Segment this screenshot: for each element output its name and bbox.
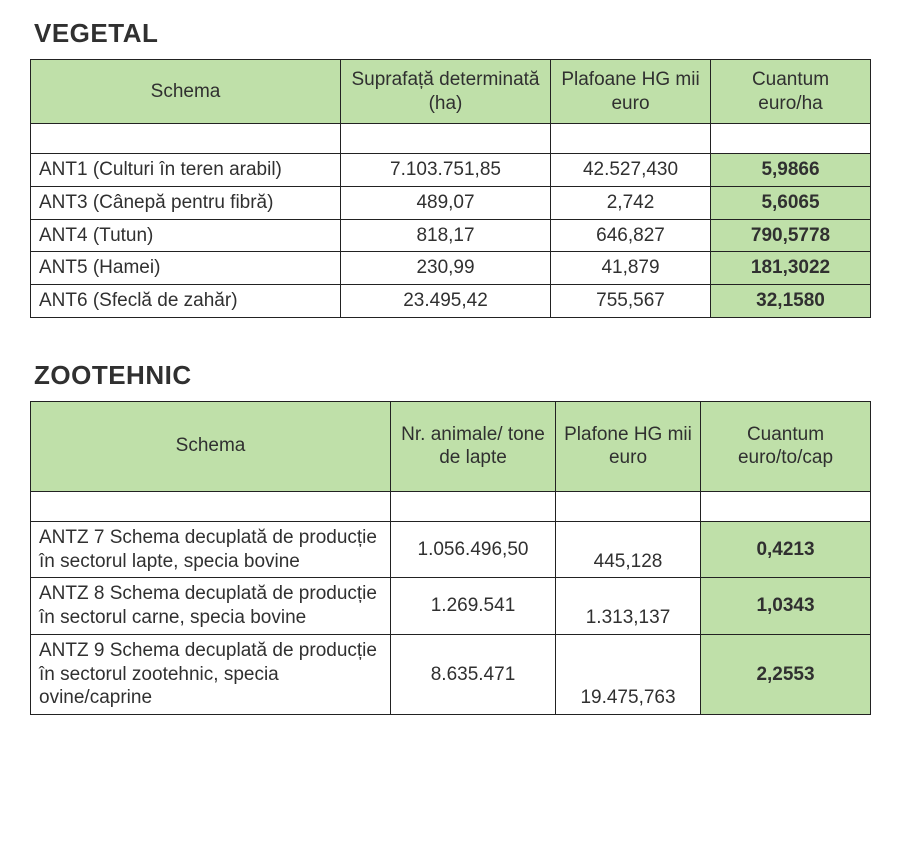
zootehnic-title: ZOOTEHNIC — [34, 360, 870, 391]
schema-cell: ANT6 (Sfeclă de zahăr) — [31, 285, 341, 318]
table-row: ANT6 (Sfeclă de zahăr)23.495,42755,56732… — [31, 285, 871, 318]
zootehnic-h2: Plafone HG mii euro — [556, 401, 701, 491]
cuantum-cell: 181,3022 — [711, 252, 871, 285]
table-row: ANT5 (Hamei)230,9941,879181,3022 — [31, 252, 871, 285]
zootehnic-spacer-row — [31, 491, 871, 521]
schema-cell: ANT1 (Culturi în teren arabil) — [31, 154, 341, 187]
vegetal-h1: Suprafață determinată (ha) — [341, 60, 551, 124]
value1-cell: 489,07 — [341, 186, 551, 219]
value2-cell: 41,879 — [551, 252, 711, 285]
table-row: ANTZ 9 Schema decuplată de producție în … — [31, 634, 871, 714]
table-row: ANT3 (Cânepă pentru fibră)489,072,7425,6… — [31, 186, 871, 219]
cuantum-cell: 32,1580 — [711, 285, 871, 318]
zootehnic-header-row: Schema Nr. animale/ tone de lapte Plafon… — [31, 401, 871, 491]
vegetal-h2: Plafoane HG mii euro — [551, 60, 711, 124]
cuantum-cell: 5,9866 — [711, 154, 871, 187]
schema-cell: ANT5 (Hamei) — [31, 252, 341, 285]
spacer-cell — [31, 124, 341, 154]
value2-cell: 19.475,763 — [556, 634, 701, 714]
spacer-cell — [711, 124, 871, 154]
vegetal-header-row: Schema Suprafață determinată (ha) Plafoa… — [31, 60, 871, 124]
cuantum-cell: 790,5778 — [711, 219, 871, 252]
value1-cell: 1.269.541 — [391, 578, 556, 635]
spacer-cell — [701, 491, 871, 521]
schema-cell: ANTZ 8 Schema decuplată de producție în … — [31, 578, 391, 635]
table-row: ANT1 (Culturi în teren arabil)7.103.751,… — [31, 154, 871, 187]
value1-cell: 23.495,42 — [341, 285, 551, 318]
schema-cell: ANT4 (Tutun) — [31, 219, 341, 252]
value1-cell: 7.103.751,85 — [341, 154, 551, 187]
spacer-cell — [31, 491, 391, 521]
table-row: ANTZ 7 Schema decuplată de producție în … — [31, 521, 871, 578]
table-row: ANTZ 8 Schema decuplată de producție în … — [31, 578, 871, 635]
zootehnic-h1: Nr. animale/ tone de lapte — [391, 401, 556, 491]
value2-cell: 42.527,430 — [551, 154, 711, 187]
spacer-cell — [391, 491, 556, 521]
table-row: ANT4 (Tutun)818,17646,827790,5778 — [31, 219, 871, 252]
cuantum-cell: 5,6065 — [711, 186, 871, 219]
cuantum-cell: 2,2553 — [701, 634, 871, 714]
zootehnic-table: Schema Nr. animale/ tone de lapte Plafon… — [30, 401, 871, 715]
zootehnic-h3: Cuantum euro/to/cap — [701, 401, 871, 491]
value2-cell: 2,742 — [551, 186, 711, 219]
cuantum-cell: 1,0343 — [701, 578, 871, 635]
value2-cell: 445,128 — [556, 521, 701, 578]
vegetal-spacer-row — [31, 124, 871, 154]
spacer-cell — [556, 491, 701, 521]
value2-cell: 1.313,137 — [556, 578, 701, 635]
value2-cell: 646,827 — [551, 219, 711, 252]
value1-cell: 8.635.471 — [391, 634, 556, 714]
zootehnic-h0: Schema — [31, 401, 391, 491]
value1-cell: 1.056.496,50 — [391, 521, 556, 578]
value1-cell: 818,17 — [341, 219, 551, 252]
vegetal-h0: Schema — [31, 60, 341, 124]
value1-cell: 230,99 — [341, 252, 551, 285]
vegetal-title: VEGETAL — [34, 18, 870, 49]
spacer-cell — [341, 124, 551, 154]
schema-cell: ANTZ 9 Schema decuplată de producție în … — [31, 634, 391, 714]
schema-cell: ANTZ 7 Schema decuplată de producție în … — [31, 521, 391, 578]
vegetal-table: Schema Suprafață determinată (ha) Plafoa… — [30, 59, 871, 318]
cuantum-cell: 0,4213 — [701, 521, 871, 578]
spacer-cell — [551, 124, 711, 154]
value2-cell: 755,567 — [551, 285, 711, 318]
section-gap — [30, 318, 870, 360]
vegetal-h3: Cuantum euro/ha — [711, 60, 871, 124]
schema-cell: ANT3 (Cânepă pentru fibră) — [31, 186, 341, 219]
